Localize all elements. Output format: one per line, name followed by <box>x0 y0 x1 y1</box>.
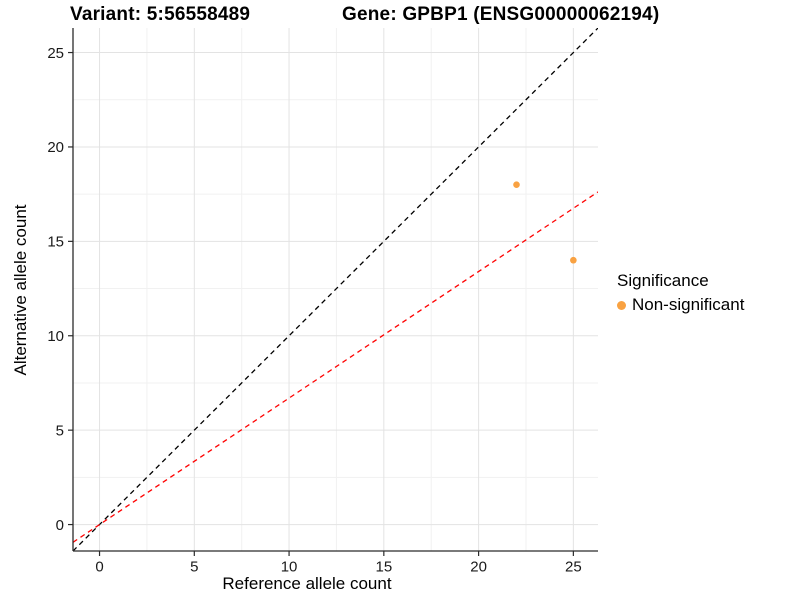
legend-item-label: Non-significant <box>632 295 745 314</box>
axis-ticks <box>68 51 574 556</box>
axis-tick-labels: 0 5 10 15 20 25 0 5 10 15 20 25 <box>47 45 581 576</box>
x-tick-label: 20 <box>470 558 487 575</box>
x-tick-label: 25 <box>565 558 582 575</box>
legend: Significance Non-significant <box>617 271 744 315</box>
y-tick-label: 10 <box>47 328 64 345</box>
legend-point-icon <box>617 300 626 310</box>
axis-lines <box>72 28 598 552</box>
data-point <box>570 256 577 264</box>
x-tick-label: 0 <box>95 558 103 575</box>
legend-item: Non-significant <box>617 295 744 315</box>
x-tick-label: 5 <box>190 558 198 575</box>
data-points <box>513 181 577 264</box>
y-tick-label: 20 <box>47 139 64 156</box>
y-tick-label: 5 <box>56 422 64 439</box>
reference-lines <box>73 28 598 551</box>
identity-line <box>73 28 598 551</box>
y-tick-label: 0 <box>56 517 64 534</box>
y-tick-label: 25 <box>47 45 64 62</box>
y-tick-label: 15 <box>47 234 64 251</box>
plot-title-gene: Gene: GPBP1 (ENSG00000062194) <box>342 4 660 25</box>
x-tick-label: 15 <box>375 558 392 575</box>
x-tick-label: 10 <box>281 558 298 575</box>
data-point <box>513 181 520 189</box>
grid-minor <box>73 28 598 551</box>
y-axis-title: Alternative allele count <box>11 204 30 376</box>
x-axis-title: Reference allele count <box>222 574 392 593</box>
legend-title: Significance <box>617 271 709 290</box>
plot-title-variant: Variant: 5:56558489 <box>70 4 251 25</box>
grid-major <box>73 28 598 551</box>
allelic-ratio-line <box>73 191 598 543</box>
